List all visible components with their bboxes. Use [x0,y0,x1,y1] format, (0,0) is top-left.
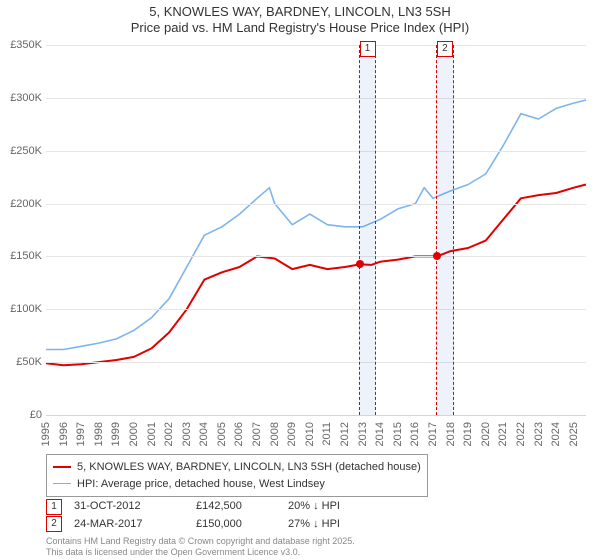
gridline [46,362,586,363]
sales-table: 1 31-OCT-2012 £142,500 20% ↓ HPI 2 24-MAR-201… [46,498,388,533]
legend-swatch [53,483,71,484]
x-axis-label: 2025 [568,422,580,446]
x-axis-label: 2013 [357,422,369,446]
x-axis-label: 2001 [146,422,158,446]
x-axis-label: 2004 [198,422,210,446]
sale-marker-number: 1 [46,499,62,515]
x-axis-label: 1998 [93,422,105,446]
sale-band [359,45,377,415]
x-axis-label: 2010 [304,422,316,446]
x-axis-label: 2003 [181,422,193,446]
y-axis-label: £100K [2,303,42,315]
x-axis-label: 1995 [40,422,52,446]
x-axis-label: 2018 [445,422,457,446]
x-axis-label: 1999 [110,422,122,446]
x-axis-label: 2014 [374,422,386,446]
sale-price: £150,000 [196,516,276,534]
legend: 5, KNOWLES WAY, BARDNEY, LINCOLN, LN3 5S… [46,454,428,497]
sale-flag: 1 [360,41,376,57]
chart-footer: Contains HM Land Registry data © Crown c… [46,536,355,558]
footer-copyright: Contains HM Land Registry data © Crown c… [46,536,355,547]
sale-price: £142,500 [196,498,276,516]
x-axis-label: 2017 [427,422,439,446]
sale-marker [433,252,441,260]
plot-area: £0£50K£100K£150K£200K£250K£300K£350K12 [46,45,586,416]
sale-band [436,45,454,415]
x-axis-label: 2000 [128,422,140,446]
x-axis-label: 2022 [515,422,527,446]
x-axis-label: 2023 [533,422,545,446]
sale-marker-number: 2 [46,516,62,532]
x-axis-label: 2002 [163,422,175,446]
series-line [46,100,586,350]
sale-row: 1 31-OCT-2012 £142,500 20% ↓ HPI [46,498,388,516]
x-axis-label: 1997 [75,422,87,446]
x-axis-label: 2021 [497,422,509,446]
gridline [46,204,586,205]
legend-label: 5, KNOWLES WAY, BARDNEY, LINCOLN, LN3 5S… [77,459,421,476]
x-axis-label: 2007 [251,422,263,446]
sale-marker [356,260,364,268]
x-axis-label: 2011 [321,422,333,446]
x-axis-label: 2016 [409,422,421,446]
legend-label: HPI: Average price, detached house, West… [77,476,325,493]
sale-hpi-diff: 27% ↓ HPI [288,516,388,534]
x-axis-label: 2008 [269,422,281,446]
legend-swatch [53,466,71,468]
y-axis-label: £150K [2,250,42,262]
legend-item-hpi: HPI: Average price, detached house, West… [53,476,421,493]
sale-row: 2 24-MAR-2017 £150,000 27% ↓ HPI [46,516,388,534]
x-axis-label: 2009 [286,422,298,446]
price-chart: 5, KNOWLES WAY, BARDNEY, LINCOLN, LN3 5S… [0,0,600,560]
sale-hpi-diff: 20% ↓ HPI [288,498,388,516]
x-axis-labels: 1995199619971998199920002001200220032004… [46,418,586,458]
x-axis-label: 1996 [58,422,70,446]
sale-date: 31-OCT-2012 [74,498,184,516]
chart-title: 5, KNOWLES WAY, BARDNEY, LINCOLN, LN3 5S… [0,4,600,37]
title-line-2: Price paid vs. HM Land Registry's House … [0,20,600,36]
series-line [46,185,586,366]
legend-item-price-paid: 5, KNOWLES WAY, BARDNEY, LINCOLN, LN3 5S… [53,459,421,476]
x-axis-label: 2012 [339,422,351,446]
gridline [46,151,586,152]
sale-date: 24-MAR-2017 [74,516,184,534]
y-axis-label: £50K [2,356,42,368]
footer-licence: This data is licensed under the Open Gov… [46,547,355,558]
x-axis-label: 2024 [550,422,562,446]
y-axis-label: £0 [2,409,42,421]
x-axis-label: 2015 [392,422,404,446]
title-line-1: 5, KNOWLES WAY, BARDNEY, LINCOLN, LN3 5S… [0,4,600,20]
x-axis-label: 2019 [462,422,474,446]
gridline [46,98,586,99]
x-axis-label: 2006 [233,422,245,446]
sale-flag: 2 [437,41,453,57]
gridline [46,256,586,257]
x-axis-label: 2020 [480,422,492,446]
chart-lines [46,45,586,415]
y-axis-label: £250K [2,145,42,157]
y-axis-label: £350K [2,39,42,51]
x-axis-label: 2005 [216,422,228,446]
y-axis-label: £200K [2,198,42,210]
y-axis-label: £300K [2,92,42,104]
gridline [46,45,586,46]
gridline [46,309,586,310]
